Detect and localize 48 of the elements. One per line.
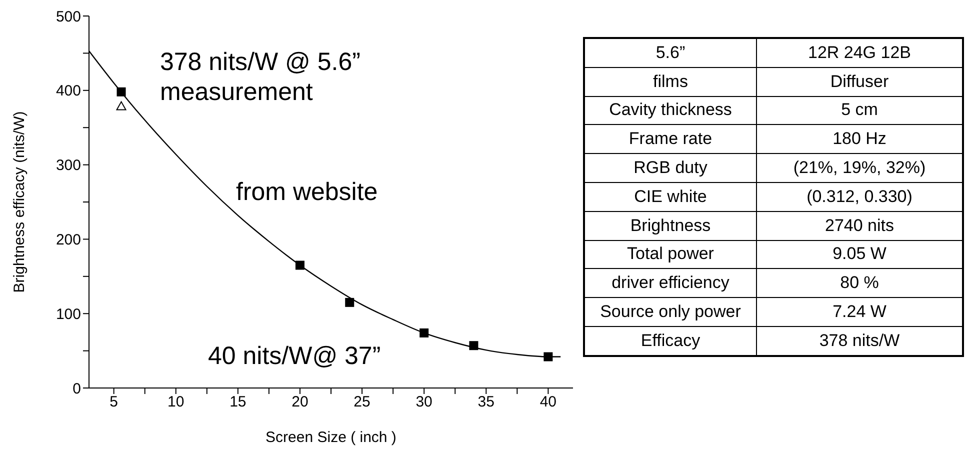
x-tick-label: 40	[540, 394, 557, 411]
point	[116, 87, 126, 96]
y-tick-label: 300	[56, 157, 81, 174]
y-axis-title: Brightness efficacy (nits/W)	[10, 111, 28, 293]
point	[469, 341, 478, 350]
text: driver efficiency	[584, 268, 756, 298]
x-tick-label: 15	[230, 394, 246, 411]
point	[420, 328, 429, 338]
point	[544, 352, 553, 362]
text: 7.24 W	[756, 298, 963, 326]
annotation: from website	[236, 177, 378, 207]
text: 5 cm	[756, 96, 963, 125]
annotation: 40 nits/W@ 37”	[208, 341, 381, 371]
text: 9.05 W	[756, 240, 963, 269]
y-tick-label: 100	[56, 306, 81, 323]
y-tick-label: 400	[56, 82, 81, 100]
point	[116, 101, 126, 110]
text: Cavity thickness	[584, 96, 756, 125]
text: RGB duty	[584, 154, 756, 182]
text: Frame rate	[584, 124, 756, 154]
text: 2740 nits	[756, 211, 963, 240]
x-tick-label: 25	[354, 394, 370, 411]
x-tick-label: 5	[110, 394, 118, 411]
text: films	[584, 67, 756, 96]
text: Efficacy	[584, 326, 756, 356]
text: Total power	[584, 240, 756, 269]
point	[295, 260, 304, 270]
text: Diffuser	[756, 67, 963, 96]
text: Brightness	[584, 211, 756, 240]
text: CIE white	[584, 182, 756, 212]
x-tick-label: 30	[416, 394, 432, 411]
text: (21%, 19%, 32%)	[756, 154, 963, 182]
x-tick-label: 20	[292, 394, 308, 411]
text: 180 Hz	[756, 124, 963, 154]
annotation: 378 nits/W @ 5.6” measurement	[160, 47, 362, 107]
y-tick-label: 0	[72, 380, 81, 398]
source-note: Source only power	[584, 298, 756, 326]
text: (0.312, 0.330)	[756, 182, 963, 212]
x-tick-label: 35	[478, 394, 494, 411]
y-tick-label: 500	[56, 8, 81, 26]
point	[345, 298, 354, 307]
text: 12R 24G 12B	[756, 38, 963, 68]
text: 80 %	[756, 268, 963, 298]
x-tick-label: 10	[168, 394, 184, 411]
text: 5.6”	[584, 38, 756, 68]
text: 378 nits/W	[756, 326, 963, 356]
x-axis-title: Screen Size ( inch )	[266, 429, 396, 446]
y-tick-label: 200	[56, 232, 81, 249]
